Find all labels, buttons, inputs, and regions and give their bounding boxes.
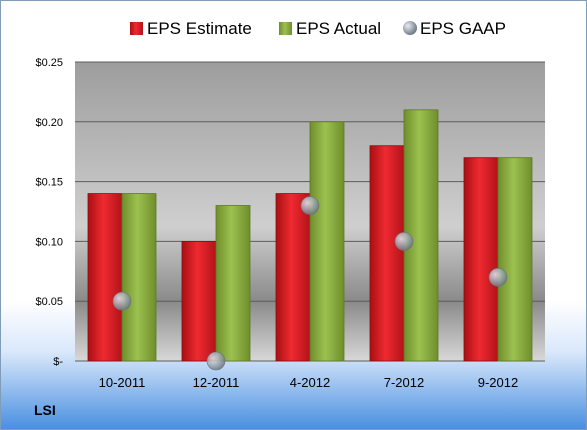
y-tick-label: $0.05 bbox=[35, 296, 63, 308]
bar-eps-estimate bbox=[275, 193, 311, 362]
bar-eps-actual bbox=[309, 121, 345, 362]
x-category-label: 4-2012 bbox=[290, 375, 330, 390]
bar-eps-estimate bbox=[369, 145, 405, 362]
y-tick-label: $0.10 bbox=[35, 236, 63, 248]
legend-label: EPS Estimate bbox=[147, 19, 252, 38]
y-tick-label: $0.20 bbox=[35, 117, 63, 129]
point-eps-gaap bbox=[488, 267, 508, 287]
legend-swatch bbox=[279, 22, 292, 35]
bar-eps-actual bbox=[497, 157, 533, 362]
y-tick-label: $0.15 bbox=[35, 177, 63, 189]
x-category-label: 9-2012 bbox=[478, 375, 518, 390]
point-eps-gaap bbox=[112, 291, 132, 311]
x-category-label: 10-2011 bbox=[99, 375, 146, 390]
legend: EPS Estimate EPS Actual EPS GAAP bbox=[130, 19, 506, 38]
x-axis-categories: 10-2011 12-2011 4-2012 7-2012 9-2012 bbox=[99, 375, 519, 390]
legend-swatch bbox=[130, 22, 143, 35]
legend-label: EPS GAAP bbox=[420, 19, 506, 38]
y-tick-label: $0.25 bbox=[35, 57, 63, 69]
legend-marker bbox=[403, 21, 417, 35]
bar-eps-actual bbox=[215, 205, 251, 362]
bars bbox=[87, 109, 533, 362]
point-eps-gaap bbox=[300, 196, 320, 215]
bar-eps-estimate bbox=[87, 193, 123, 362]
y-tick-label: $- bbox=[53, 356, 63, 368]
point-eps-gaap bbox=[206, 351, 226, 371]
legend-label: EPS Actual bbox=[296, 19, 381, 38]
point-eps-gaap bbox=[394, 232, 414, 251]
gaap-points bbox=[112, 196, 508, 371]
bar-eps-actual bbox=[121, 193, 157, 362]
bar-eps-estimate bbox=[463, 157, 499, 362]
y-axis-ticks: $- $0.05 $0.10 $0.15 $0.20 $0.25 bbox=[35, 57, 63, 368]
x-category-label: 12-2011 bbox=[193, 375, 240, 390]
bar-eps-estimate bbox=[181, 240, 217, 362]
company-label: LSI bbox=[34, 402, 56, 418]
x-category-label: 7-2012 bbox=[384, 375, 424, 390]
